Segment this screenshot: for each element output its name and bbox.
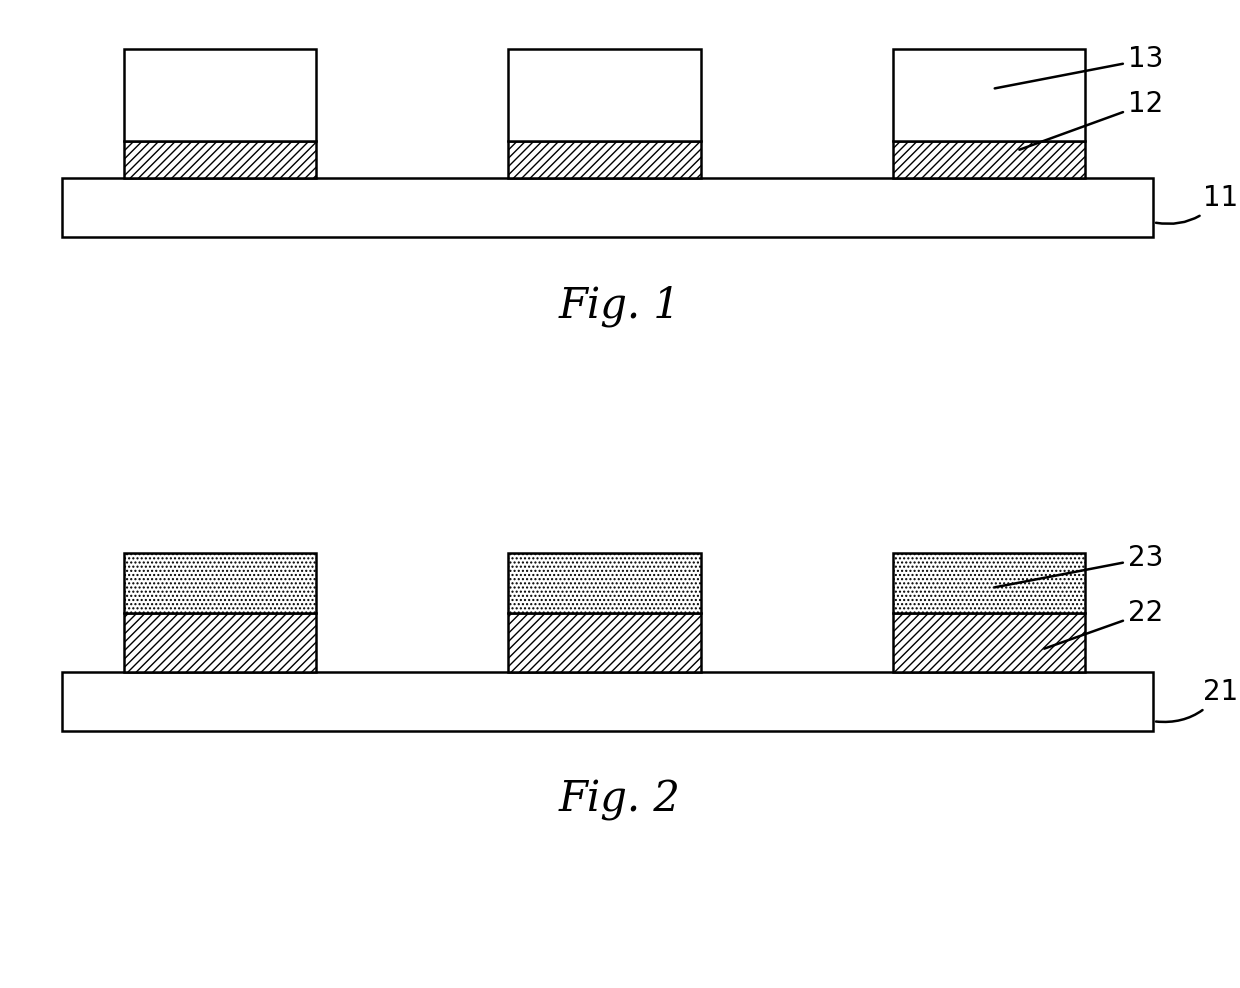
Text: 11: 11 — [1156, 184, 1238, 224]
Text: 22: 22 — [1044, 599, 1163, 649]
Bar — [893, 141, 1085, 178]
Text: Fig. 2: Fig. 2 — [559, 780, 681, 821]
Bar — [124, 49, 316, 141]
Text: 21: 21 — [1156, 678, 1238, 722]
Bar — [124, 613, 316, 672]
Bar — [508, 613, 701, 672]
Bar — [124, 141, 316, 178]
Text: 13: 13 — [994, 45, 1164, 88]
Bar — [893, 49, 1085, 141]
Bar — [508, 141, 701, 178]
Text: 12: 12 — [1019, 90, 1163, 150]
Text: Fig. 1: Fig. 1 — [559, 286, 681, 327]
Bar — [508, 553, 701, 613]
Text: 23: 23 — [994, 544, 1164, 587]
Bar — [508, 49, 701, 141]
Bar — [893, 613, 1085, 672]
Bar — [62, 178, 1153, 237]
Bar — [124, 553, 316, 613]
Bar — [893, 553, 1085, 613]
Bar — [62, 672, 1153, 731]
